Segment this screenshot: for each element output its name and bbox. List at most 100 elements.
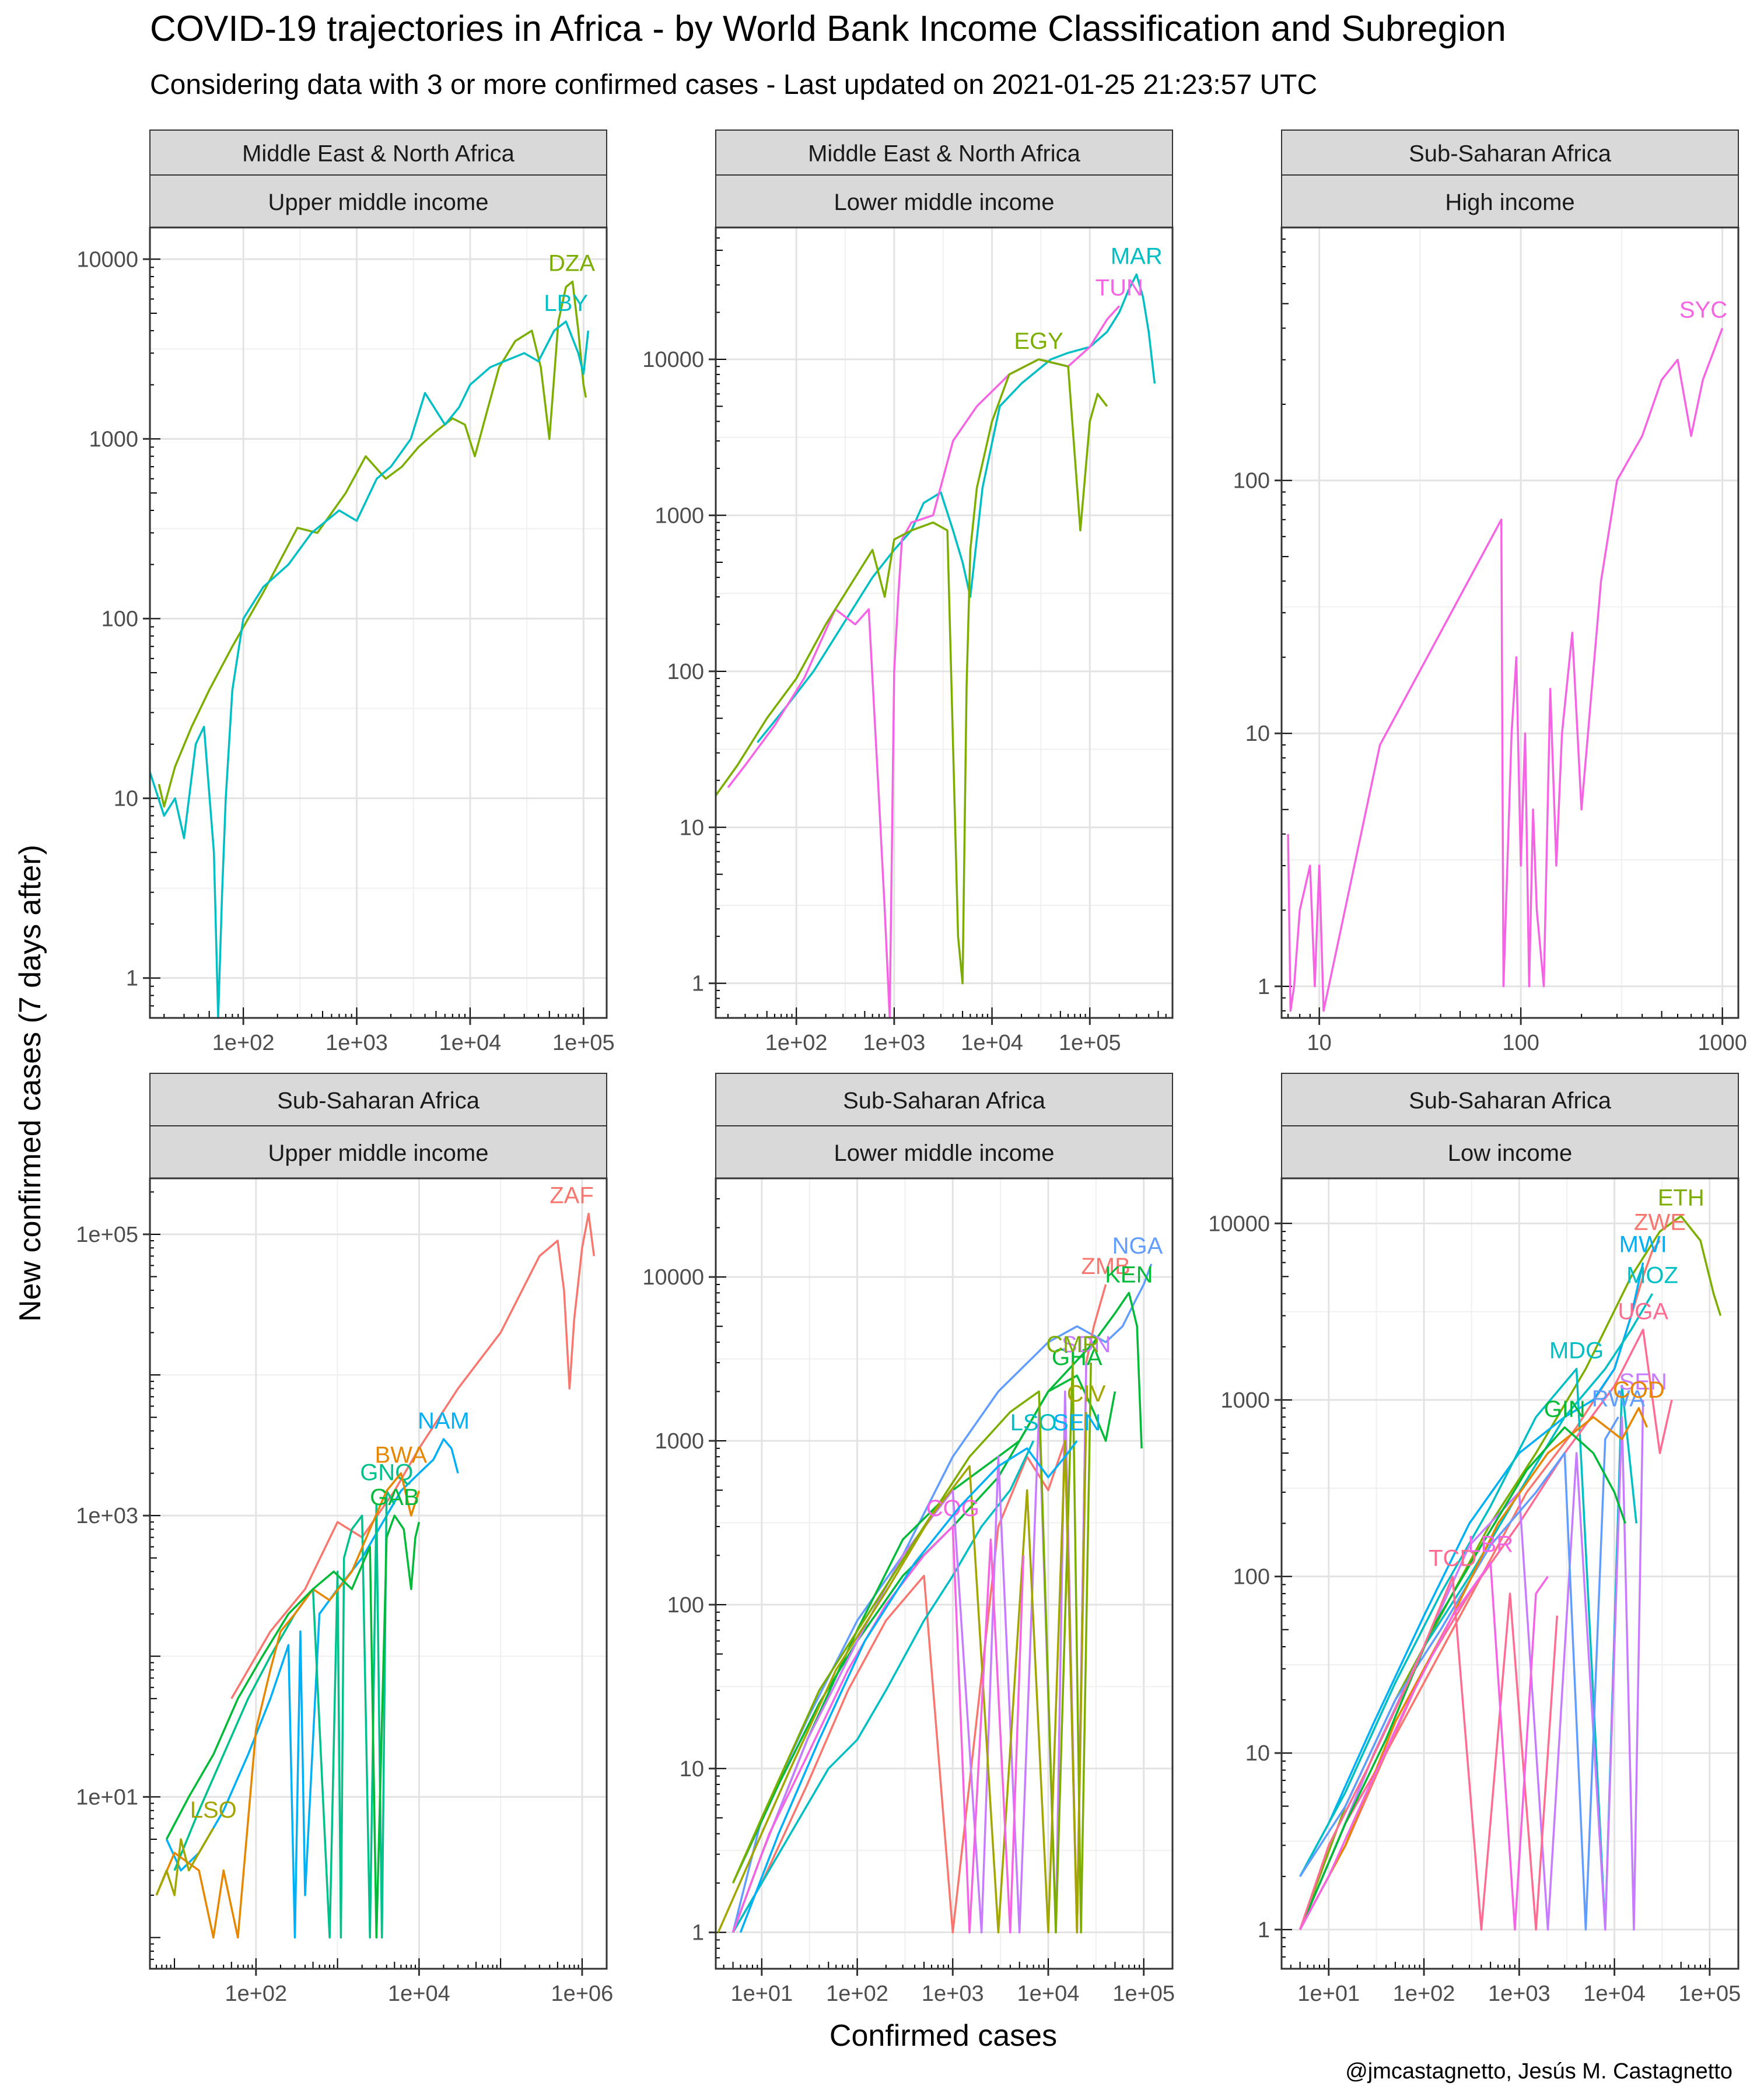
series-label-tcd: TCD <box>1429 1546 1476 1572</box>
y-tick-label: 1000 <box>654 503 704 528</box>
x-tick-label: 1e+04 <box>1583 1982 1646 2006</box>
x-tick-label: 1e+02 <box>826 1982 888 2006</box>
panel-border <box>715 226 1174 1019</box>
x-tick-label: 1e+03 <box>1488 1982 1550 2006</box>
panel-border <box>149 1177 608 1970</box>
series-label-zmb: ZMB <box>1081 1254 1130 1279</box>
y-tick-label: 10 <box>680 1757 704 1782</box>
series-line-civ <box>717 1412 1087 1934</box>
facet-2: Middle East & North Africa Lower middle i… <box>642 130 1174 1055</box>
strip-income <box>149 1125 607 1179</box>
y-tick-label: 1000 <box>1220 1388 1270 1413</box>
strip-income-label: Upper middle income <box>268 190 489 215</box>
x-tick-label: 1000 <box>1698 1031 1747 1055</box>
y-tick-label: 1 <box>692 1921 704 1945</box>
x-tick-label: 1e+01 <box>730 1982 793 2006</box>
series-line-gnq <box>173 1489 396 1939</box>
series-label-bwa: BWA <box>375 1443 428 1468</box>
x-tick-label: 1e+05 <box>1678 1982 1741 2006</box>
x-tick-label: 1e+02 <box>1393 1982 1455 2006</box>
strip-region-label: Sub-Saharan Africa <box>1409 1088 1612 1114</box>
series-label-eth: ETH <box>1658 1185 1704 1211</box>
y-tick-label: 100 <box>1233 1565 1270 1590</box>
strip-income <box>715 1125 1173 1179</box>
series-label-moz: MOZ <box>1626 1263 1678 1289</box>
series-line-cog <box>732 1525 1025 1934</box>
strip-region-label: Sub-Saharan Africa <box>843 1088 1046 1114</box>
series-label-civ: CIV <box>1067 1381 1106 1407</box>
series-label-mwi: MWI <box>1619 1231 1667 1257</box>
x-tick-label: 1e+02 <box>212 1031 275 1055</box>
strip-income-label: High income <box>1445 190 1574 215</box>
chart-subtitle: Considering data with 3 or more confirme… <box>150 69 1318 100</box>
strip-income-label: Lower middle income <box>834 1140 1055 1166</box>
series-line-egy <box>715 358 1108 985</box>
facet-5: Sub-Saharan Africa Lower middle income 1e+… <box>642 1073 1175 2006</box>
panel-border <box>1280 1177 1740 1970</box>
series-label-sdn: SDN <box>1062 1332 1111 1357</box>
series-label-lbr: LBR <box>1468 1532 1513 1558</box>
y-axis-title: New confirmed cases (7 days after) <box>13 845 47 1322</box>
series-label-mar: MAR <box>1111 244 1163 270</box>
series-line-mwi <box>1299 1262 1644 1877</box>
y-tick-label: 10000 <box>1208 1212 1270 1236</box>
x-tick-label: 10 <box>1307 1031 1331 1055</box>
series-line-mar <box>757 273 1156 743</box>
y-tick-label: 1 <box>1258 1918 1270 1943</box>
y-tick-label: 10 <box>680 816 704 840</box>
series-line-zwe <box>1299 1240 1661 1930</box>
x-tick-label: 1e+03 <box>326 1031 388 1055</box>
strip-region <box>1281 1073 1739 1126</box>
chart-title: COVID-19 trajectories in Africa - by Wor… <box>150 9 1506 49</box>
x-tick-label: 1e+06 <box>551 1982 614 2006</box>
x-tick-label: 1e+04 <box>388 1982 450 2006</box>
y-tick-label: 10 <box>114 787 138 811</box>
y-tick-label: 1 <box>1258 975 1270 999</box>
x-tick-label: 1e+03 <box>922 1982 984 2006</box>
y-tick-label: 100 <box>667 1593 704 1618</box>
series-line-nam <box>165 1438 459 1939</box>
series-line-lso <box>155 1828 215 1896</box>
panel-border <box>715 1177 1174 1970</box>
series-label-dza: DZA <box>548 251 595 276</box>
strip-income <box>149 174 607 228</box>
series-line-lso <box>732 1440 1035 1933</box>
x-tick-label: 1e+04 <box>1017 1982 1080 2006</box>
panel-background <box>1282 228 1738 1018</box>
x-tick-label: 1e+03 <box>863 1031 926 1055</box>
strip-region <box>715 130 1173 176</box>
strip-income-label: Lower middle income <box>834 190 1055 215</box>
y-tick-label: 1e+05 <box>76 1223 138 1247</box>
series-label-lso: LSO <box>1010 1410 1057 1436</box>
series-line-rwa <box>1299 1416 1619 1931</box>
series-label-mdg: MDG <box>1549 1338 1604 1364</box>
facet-6: Sub-Saharan Africa Low income 1e+01 1e+02 1e… <box>1208 1073 1741 2006</box>
x-tick-label: 100 <box>1502 1031 1539 1055</box>
x-tick-label: 1e+05 <box>1059 1031 1121 1055</box>
y-tick-label: 1e+01 <box>76 1785 138 1810</box>
strip-income-label: Low income <box>1448 1140 1572 1166</box>
y-tick-label: 100 <box>102 607 138 631</box>
y-tick-label: 1 <box>692 972 704 996</box>
panel-border <box>1280 226 1740 1019</box>
series-label-gab: GAB <box>370 1485 419 1510</box>
series-label-ken: KEN <box>1105 1262 1153 1287</box>
series-label-rwa: RWA <box>1592 1386 1645 1412</box>
series-line-cmr <box>732 1362 1092 1934</box>
series-label-lby: LBY <box>544 290 588 316</box>
y-tick-label: 10000 <box>642 1265 704 1290</box>
series-label-egy: EGY <box>1014 328 1063 354</box>
y-tick-label: 10 <box>1245 1741 1270 1766</box>
y-tick-label: 1000 <box>654 1429 704 1454</box>
series-label-sen: SEN <box>1053 1410 1101 1436</box>
y-tick-label: 10000 <box>642 348 704 372</box>
x-axis-title: Confirmed cases <box>829 2019 1058 2053</box>
x-tick-label: 1e+02 <box>765 1031 828 1055</box>
x-tick-label: 1e+04 <box>439 1031 502 1055</box>
strip-region <box>149 1073 607 1126</box>
series-line-gab <box>165 1514 421 1939</box>
strip-income-label: Upper middle income <box>268 1140 489 1166</box>
y-tick-label: 100 <box>667 660 704 684</box>
series-label-nga: NGA <box>1112 1233 1163 1259</box>
